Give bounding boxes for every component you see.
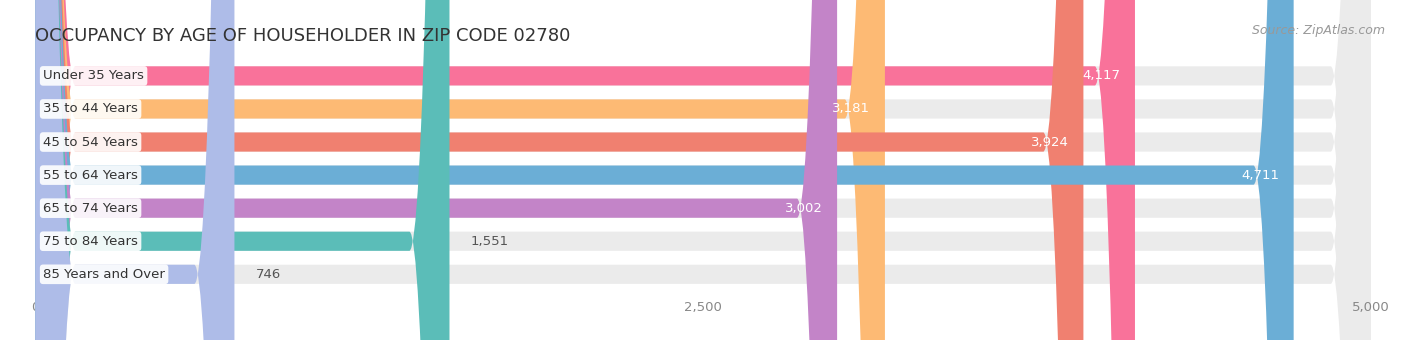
- Text: 55 to 64 Years: 55 to 64 Years: [44, 169, 138, 182]
- FancyBboxPatch shape: [35, 0, 837, 340]
- FancyBboxPatch shape: [35, 0, 1371, 340]
- Text: 75 to 84 Years: 75 to 84 Years: [44, 235, 138, 248]
- Text: 65 to 74 Years: 65 to 74 Years: [44, 202, 138, 215]
- FancyBboxPatch shape: [35, 0, 450, 340]
- Text: 3,924: 3,924: [1031, 136, 1069, 149]
- FancyBboxPatch shape: [35, 0, 1084, 340]
- FancyBboxPatch shape: [35, 0, 1294, 340]
- Text: Source: ZipAtlas.com: Source: ZipAtlas.com: [1251, 24, 1385, 37]
- FancyBboxPatch shape: [35, 0, 235, 340]
- FancyBboxPatch shape: [35, 0, 1371, 340]
- FancyBboxPatch shape: [35, 0, 884, 340]
- Text: Under 35 Years: Under 35 Years: [44, 69, 143, 82]
- FancyBboxPatch shape: [35, 0, 1371, 340]
- Text: 3,002: 3,002: [785, 202, 823, 215]
- FancyBboxPatch shape: [35, 0, 1135, 340]
- FancyBboxPatch shape: [35, 0, 1371, 340]
- Text: 1,551: 1,551: [471, 235, 509, 248]
- FancyBboxPatch shape: [35, 0, 1371, 340]
- FancyBboxPatch shape: [35, 0, 1371, 340]
- Text: 45 to 54 Years: 45 to 54 Years: [44, 136, 138, 149]
- Text: 4,711: 4,711: [1241, 169, 1279, 182]
- Text: 746: 746: [256, 268, 281, 281]
- Text: 35 to 44 Years: 35 to 44 Years: [44, 102, 138, 116]
- Text: 85 Years and Over: 85 Years and Over: [44, 268, 165, 281]
- Text: 4,117: 4,117: [1083, 69, 1121, 82]
- Text: 3,181: 3,181: [832, 102, 870, 116]
- FancyBboxPatch shape: [35, 0, 1371, 340]
- Text: OCCUPANCY BY AGE OF HOUSEHOLDER IN ZIP CODE 02780: OCCUPANCY BY AGE OF HOUSEHOLDER IN ZIP C…: [35, 27, 571, 45]
